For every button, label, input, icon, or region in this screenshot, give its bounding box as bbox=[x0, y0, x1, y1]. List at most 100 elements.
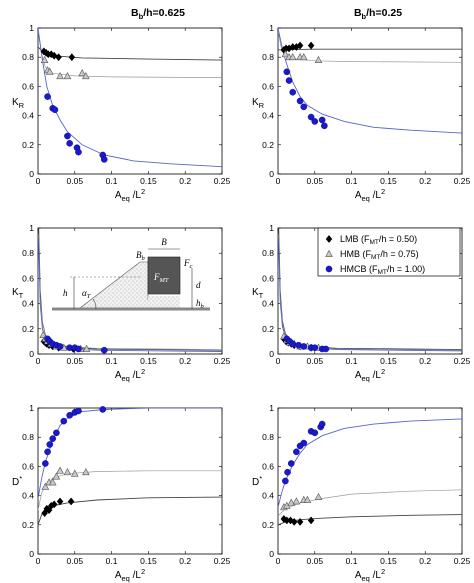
y-tick-label: 0.6 bbox=[262, 461, 274, 471]
y-tick-label: 0.2 bbox=[262, 140, 274, 150]
legend-label-hmcb: HMCB (FMT/h = 1.00) bbox=[340, 264, 425, 276]
x-tick-label: 0.05 bbox=[307, 556, 324, 566]
x-tick-label: 0.1 bbox=[106, 556, 118, 566]
data-point-hmcb bbox=[300, 439, 308, 447]
data-point-hmcb bbox=[44, 448, 51, 456]
y-tick-label: 0.4 bbox=[22, 491, 34, 501]
x-tick-label: 0 bbox=[276, 356, 281, 366]
legend-marker-hmb bbox=[325, 249, 333, 257]
x-tick-label: 0.2 bbox=[419, 176, 431, 186]
x-tick-label: 0.25 bbox=[214, 356, 231, 366]
data-point-hmcb bbox=[311, 344, 319, 352]
data-point-hmcb bbox=[318, 420, 326, 428]
data-point-hmb bbox=[41, 482, 50, 490]
legend-label-lmb: LMB (FMT/h = 0.50) bbox=[340, 234, 417, 246]
x-tick-label: 0.2 bbox=[179, 176, 191, 186]
legend: LMB (FMT/h = 0.50) HMB (FMT/h = 0.75) HM… bbox=[317, 227, 461, 277]
x-tick-label: 0 bbox=[36, 356, 41, 366]
y-axis-label: D* bbox=[12, 474, 22, 488]
data-point-hmcb bbox=[75, 148, 82, 156]
plot-frame bbox=[277, 27, 463, 175]
sketch-fill-lower bbox=[148, 296, 180, 308]
data-point-hmcb bbox=[282, 477, 289, 485]
y-axis-label: KR bbox=[252, 97, 265, 110]
data-point-hmb bbox=[52, 472, 61, 480]
plot-frame bbox=[37, 27, 223, 175]
y-tick-label: 0.2 bbox=[22, 140, 34, 150]
x-tick-label: 0.1 bbox=[106, 176, 118, 186]
data-point-hmcb bbox=[285, 77, 293, 84]
x-tick-label: 0.15 bbox=[380, 176, 397, 186]
data-point-lmb bbox=[307, 41, 315, 50]
legend-box bbox=[317, 227, 461, 277]
sketch-label-d: d bbox=[196, 280, 201, 290]
data-point-lmb bbox=[296, 41, 304, 50]
plot-frame bbox=[37, 407, 223, 555]
x-tick-label: 0.2 bbox=[179, 356, 191, 366]
y-tick-label: 0 bbox=[29, 169, 34, 179]
y-tick-label: 1 bbox=[29, 223, 34, 233]
data-point-hmcb bbox=[99, 406, 107, 413]
sketch-label-FMT: FMT bbox=[153, 272, 169, 284]
data-point-hmb bbox=[82, 71, 90, 80]
data-point-hmcb bbox=[300, 343, 308, 350]
data-point-hmcb bbox=[75, 345, 82, 353]
y-tick-label: 0.8 bbox=[22, 432, 34, 442]
data-point-hmcb bbox=[49, 435, 57, 442]
data-point-lmb bbox=[67, 497, 75, 506]
x-tick-label: 0.1 bbox=[346, 176, 358, 186]
sketch-label-alpha: αT bbox=[82, 288, 91, 300]
data-point-hmb bbox=[292, 497, 301, 505]
x-tick-label: 0.15 bbox=[380, 356, 397, 366]
data-point-hmb bbox=[82, 468, 90, 476]
y-tick-label: 0 bbox=[269, 169, 274, 179]
x-axis-label: Aeq /L2 bbox=[115, 187, 145, 203]
y-tick-label: 0.4 bbox=[262, 299, 274, 309]
sketch-label-h: h bbox=[63, 288, 68, 298]
y-axis-label: D* bbox=[252, 474, 262, 488]
y-tick-label: 1 bbox=[269, 223, 274, 233]
fit-curve-fit_light bbox=[38, 470, 222, 511]
x-tick-label: 0.25 bbox=[454, 556, 471, 566]
sketch-label-B: B bbox=[161, 237, 167, 247]
panel-D-left: 0 0.05 0.1 0.15 0.2 0.25 0 0.2 0.4 0.6 0.8 1 D* Aeq /… bbox=[12, 403, 231, 583]
x-tick-label: 0 bbox=[36, 176, 41, 186]
x-tick-label: 0.2 bbox=[419, 556, 431, 566]
x-tick-label: 0.25 bbox=[214, 556, 231, 566]
x-tick-label: 0.1 bbox=[106, 356, 118, 366]
legend-symbol-triangle bbox=[325, 249, 333, 257]
data-point-hmb bbox=[56, 71, 64, 80]
legend-marker-lmb bbox=[325, 235, 333, 243]
legend-marker-hmcb bbox=[325, 265, 333, 273]
sketch-label-Fc: Fc bbox=[183, 258, 193, 270]
data-point-hmb bbox=[281, 50, 290, 58]
x-tick-label: 0.15 bbox=[140, 556, 157, 566]
y-tick-label: 0 bbox=[29, 349, 34, 359]
x-tick-label: 0.1 bbox=[346, 556, 358, 566]
y-tick-label: 0.8 bbox=[22, 248, 34, 258]
data-point-hmcb bbox=[53, 429, 60, 437]
data-point-hmcb bbox=[75, 407, 82, 415]
y-tick-label: 0.2 bbox=[262, 324, 274, 334]
y-tick-label: 0 bbox=[269, 549, 274, 559]
y-tick-label: 1 bbox=[269, 23, 274, 33]
data-point-lmb bbox=[296, 517, 304, 526]
data-point-hmb bbox=[299, 52, 308, 61]
data-point-hmcb bbox=[283, 68, 291, 76]
data-point-hmcb bbox=[289, 340, 297, 348]
y-tick-label: 0.4 bbox=[22, 299, 34, 309]
data-point-hmcb bbox=[311, 118, 319, 125]
data-point-hmcb bbox=[321, 122, 328, 130]
title-left: Bb/h=0.625 bbox=[131, 7, 185, 21]
x-tick-label: 0.15 bbox=[140, 356, 157, 366]
data-point-lmb bbox=[68, 53, 76, 62]
y-tick-label: 0.8 bbox=[22, 52, 34, 62]
data-point-hmcb bbox=[100, 346, 108, 354]
x-axis-label: Aeq /L2 bbox=[115, 567, 145, 583]
x-tick-label: 0.25 bbox=[454, 356, 471, 366]
y-tick-label: 1 bbox=[29, 23, 34, 33]
x-tick-label: 0.05 bbox=[307, 356, 324, 366]
x-tick-label: 0.25 bbox=[454, 176, 471, 186]
x-tick-label: 0.05 bbox=[67, 356, 84, 366]
y-tick-label: 0.8 bbox=[262, 248, 274, 258]
